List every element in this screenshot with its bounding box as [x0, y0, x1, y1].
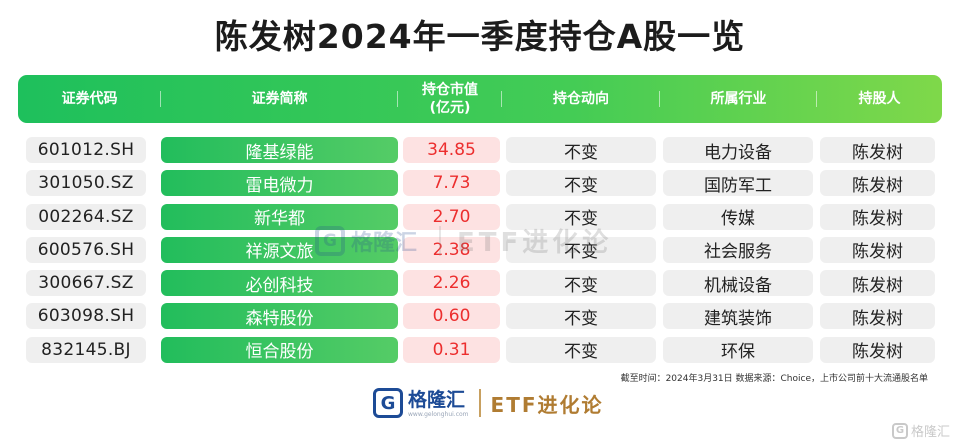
corner-brand: 格隆汇: [910, 425, 950, 440]
column-header-label: 证券简称: [251, 91, 308, 107]
table-body: 601012.SH 隆基绿能 34.85 不变 电力设备 陈发树 301050.…: [0, 135, 960, 368]
stock-name-cell: 必创科技: [161, 270, 398, 297]
position-change-cell: 不变: [506, 303, 656, 330]
holder-cell: 陈发树: [820, 303, 935, 330]
table-row: 002264.SZ 新华都 2.70 不变 传媒 陈发树: [0, 202, 960, 235]
market-value-cell: 2.38: [403, 236, 500, 263]
stock-code-cell: 300667.SZ: [26, 270, 146, 297]
industry-cell: 机械设备: [663, 270, 813, 297]
stock-code-cell: 601012.SH: [26, 137, 146, 163]
stock-name-cell: 雷电微力: [161, 170, 398, 197]
stock-code-cell: 301050.SZ: [26, 170, 146, 197]
column-header-code: 证券代码: [18, 90, 161, 108]
table-row: 301050.SZ 雷电微力 7.73 不变 国防军工 陈发树: [0, 168, 960, 201]
table-row: 603098.SH 森特股份 0.60 不变 建筑装饰 陈发树: [0, 301, 960, 334]
market-value-cell: 0.31: [403, 336, 500, 363]
column-header-holder: 持股人: [817, 90, 942, 108]
brand-name: 格隆汇: [408, 388, 466, 411]
stock-name-cell: 森特股份: [161, 303, 398, 330]
industry-cell: 环保: [663, 336, 813, 363]
column-header-industry: 所属行业: [660, 90, 817, 108]
market-value-cell: 2.26: [403, 270, 500, 297]
industry-cell: 建筑装饰: [663, 303, 813, 330]
header-divider: [659, 91, 660, 107]
market-value-cell: 34.85: [403, 137, 500, 163]
column-header-label: 持股人: [858, 91, 901, 107]
stock-name-cell: 隆基绿能: [161, 137, 398, 163]
source-note: 截至时间：2024年3月31日 数据来源：Choice，上市公司前十大流通股名单: [620, 374, 928, 384]
table-header: 证券代码 证券简称 持仓市值 (亿元) 持仓动向 所属行业 持股人: [18, 75, 942, 123]
stock-name-cell: 恒合股份: [161, 336, 398, 363]
holder-cell: 陈发树: [820, 137, 935, 163]
column-header-label: 证券代码: [61, 91, 118, 107]
column-header-action: 持仓动向: [502, 90, 660, 108]
corner-logo-icon: G: [891, 422, 908, 439]
corner-watermark: G 格隆汇: [891, 421, 950, 440]
market-value-cell: 0.60: [403, 303, 500, 330]
position-change-cell: 不变: [506, 170, 656, 197]
table-row: 601012.SH 隆基绿能 34.85 不变 电力设备 陈发树: [0, 135, 960, 168]
holder-cell: 陈发树: [820, 170, 935, 197]
header-divider: [816, 91, 817, 107]
market-value-cell: 7.73: [403, 170, 500, 197]
brand-url: www.gelonghui.com: [408, 410, 469, 418]
table-row: 600576.SH 祥源文旅 2.38 不变 社会服务 陈发树: [0, 235, 960, 268]
column-header-name: 证券简称: [161, 90, 398, 108]
position-change-cell: 不变: [506, 137, 656, 163]
industry-cell: 国防军工: [663, 170, 813, 197]
stock-code-cell: 603098.SH: [26, 303, 146, 330]
footer-divider: [478, 389, 481, 417]
position-change-cell: 不变: [506, 270, 656, 297]
holder-cell: 陈发树: [820, 336, 935, 363]
footer-brand: G 格隆汇 www.gelonghui.com ETF进化论: [373, 388, 604, 418]
stock-code-cell: 002264.SZ: [26, 203, 146, 230]
holder-cell: 陈发树: [820, 236, 935, 263]
column-header-label: 所属行业: [710, 91, 767, 107]
stock-name-cell: 新华都: [161, 203, 398, 230]
etf-brand-text: ETF进化论: [490, 392, 604, 417]
column-header-label: 持仓动向: [553, 91, 609, 107]
position-change-cell: 不变: [506, 336, 656, 363]
table-row: 300667.SZ 必创科技 2.26 不变 机械设备 陈发树: [0, 268, 960, 301]
header-divider: [160, 91, 161, 107]
industry-cell: 社会服务: [663, 236, 813, 263]
industry-cell: 电力设备: [663, 137, 813, 163]
industry-cell: 传媒: [663, 203, 813, 230]
holder-cell: 陈发树: [820, 270, 935, 297]
position-change-cell: 不变: [506, 236, 656, 263]
table-row: 832145.BJ 恒合股份 0.31 不变 环保 陈发树: [0, 335, 960, 368]
brand-block: 格隆汇 www.gelonghui.com: [408, 389, 469, 418]
column-header-unit: (亿元): [429, 100, 471, 116]
header-divider: [397, 91, 398, 107]
header-divider: [501, 91, 502, 107]
column-header-value: 持仓市值 (亿元): [398, 81, 502, 117]
market-value-cell: 2.70: [403, 203, 500, 230]
position-change-cell: 不变: [506, 203, 656, 230]
stock-code-cell: 600576.SH: [26, 236, 146, 263]
stock-name-cell: 祥源文旅: [161, 236, 398, 263]
holder-cell: 陈发树: [820, 203, 935, 230]
page-title: 陈发树2024年一季度持仓A股一览: [214, 17, 746, 56]
stock-code-cell: 832145.BJ: [26, 336, 146, 363]
column-header-label: 持仓市值: [422, 82, 478, 98]
gelonghui-logo-icon: G: [373, 388, 403, 418]
